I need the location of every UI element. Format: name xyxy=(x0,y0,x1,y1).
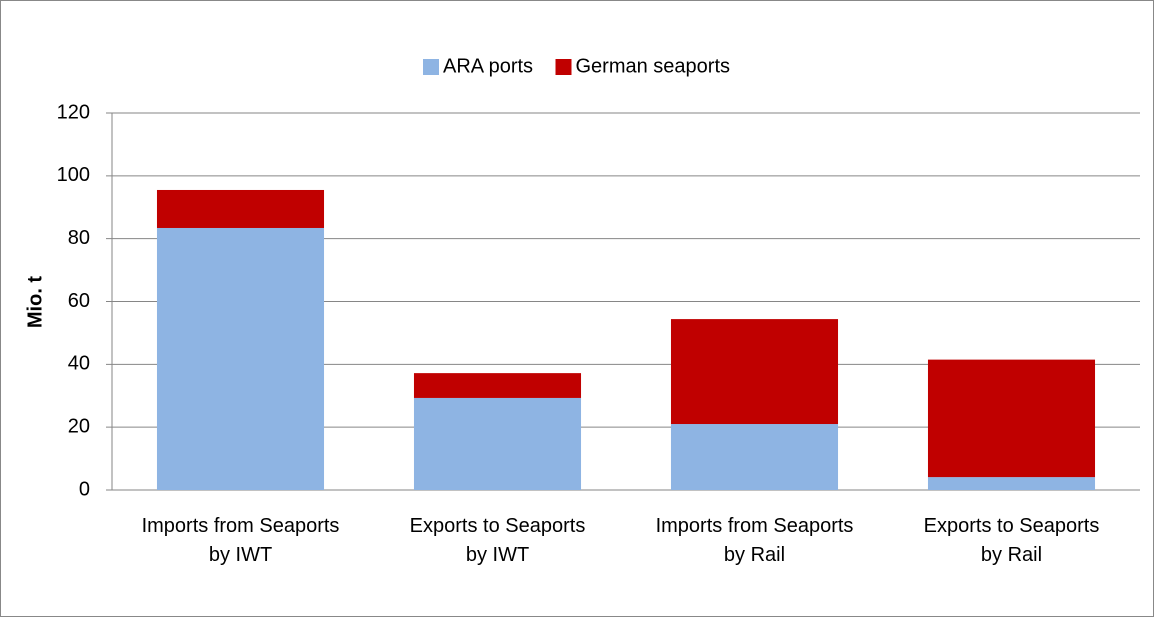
bar-segment xyxy=(156,227,325,491)
legend-label: German seaports xyxy=(576,55,731,77)
bar-segment xyxy=(413,397,582,490)
y-tick-label: 120 xyxy=(57,101,90,123)
x-tick-label: Imports from Seaports by IWT xyxy=(141,515,340,566)
y-tick-label: 0 xyxy=(79,478,90,500)
bar-segment xyxy=(413,373,582,398)
bar-segment xyxy=(156,189,325,228)
y-tick-label: 100 xyxy=(57,164,90,186)
legend-swatch xyxy=(423,59,439,75)
y-axis-title: Mio. t xyxy=(24,276,46,329)
bar-segment xyxy=(670,319,839,425)
x-tick-label: Exports to Seaports by IWT xyxy=(409,515,586,566)
y-tick-label: 40 xyxy=(68,353,90,375)
x-tick-label: Exports to Seaports by Rail xyxy=(923,515,1100,566)
x-tick-label: Imports from Seaports by Rail xyxy=(655,515,854,566)
legend-label: ARA ports xyxy=(443,55,533,77)
y-tick-label: 60 xyxy=(68,290,90,312)
y-tick-label: 80 xyxy=(68,227,90,249)
bar-segment xyxy=(927,477,1096,490)
legend-swatch xyxy=(555,59,572,75)
y-tick-label: 20 xyxy=(68,415,90,437)
bar-segment xyxy=(927,359,1096,478)
bar-segment xyxy=(670,424,839,490)
